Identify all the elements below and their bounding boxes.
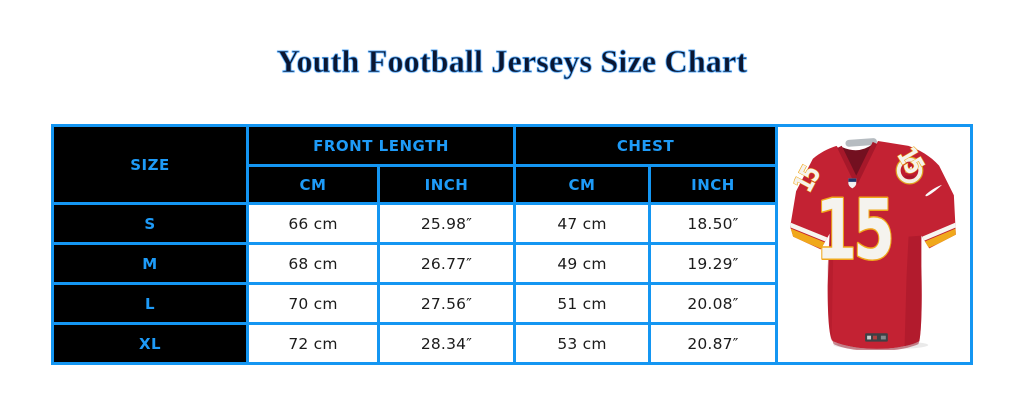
column-header-chest: CHEST xyxy=(513,124,778,167)
chest-inch-value: 20.08″ xyxy=(648,282,778,325)
chest-inch-value: 19.29″ xyxy=(648,242,778,285)
collar-opening xyxy=(841,143,874,178)
size-chart-table: SIZE FRONT LENGTH CHEST xyxy=(51,124,973,365)
front-cm-value: 66 cm xyxy=(246,202,380,245)
jock-tag xyxy=(865,332,888,342)
chest-inch-value: 18.50″ xyxy=(648,202,778,245)
nfl-shield-icon xyxy=(848,177,857,188)
jersey-product-image: 15 15 15 xyxy=(775,124,973,365)
front-cm-value: 72 cm xyxy=(246,322,380,365)
front-inch-value: 27.56″ xyxy=(377,282,516,325)
table-row: M 68 cm 26.77″ 49 cm 19.29″ xyxy=(51,242,972,285)
chest-cm-value: 53 cm xyxy=(513,322,651,365)
size-label: S xyxy=(51,202,249,245)
column-header-size: SIZE xyxy=(51,124,249,205)
side-shading-left xyxy=(827,233,834,341)
page-title: Youth Football Jerseys Size Chart xyxy=(276,43,748,79)
subheader-chest-inch: INCH xyxy=(648,164,778,205)
chest-inch-value: 20.87″ xyxy=(648,322,778,365)
team-patch-icon xyxy=(895,156,924,184)
front-cm-value: 68 cm xyxy=(246,242,380,285)
table-row: XL 72 cm 28.34″ 53 cm 20.87″ xyxy=(51,322,972,365)
front-inch-value: 28.34″ xyxy=(377,322,516,365)
jersey-body xyxy=(790,140,956,349)
subheader-chest-cm: CM xyxy=(513,164,651,205)
inner-collar-strip xyxy=(845,137,877,147)
side-shading xyxy=(904,235,922,346)
front-inch-value: 26.77″ xyxy=(377,242,516,285)
size-label: XL xyxy=(51,322,249,365)
chest-cm-value: 49 cm xyxy=(513,242,651,285)
jersey-illustration: 15 15 15 xyxy=(788,137,956,350)
table-row: L 70 cm 27.56″ 51 cm 20.08″ xyxy=(51,282,972,325)
front-cm-value: 70 cm xyxy=(246,282,380,325)
subheader-front-cm: CM xyxy=(246,164,380,205)
front-inch-value: 25.98″ xyxy=(377,202,516,245)
chest-cm-value: 47 cm xyxy=(513,202,651,245)
subheader-front-inch: INCH xyxy=(377,164,516,205)
hem-edge xyxy=(832,340,920,350)
swoosh-icon xyxy=(925,184,943,196)
column-header-front-length: FRONT LENGTH xyxy=(246,124,516,167)
jersey-number-chest: 15 xyxy=(815,182,891,278)
size-label: M xyxy=(51,242,249,285)
size-label: L xyxy=(51,282,249,325)
chest-cm-value: 51 cm xyxy=(513,282,651,325)
table-row: S 66 cm 25.98″ 47 cm 18.50″ xyxy=(51,202,972,245)
